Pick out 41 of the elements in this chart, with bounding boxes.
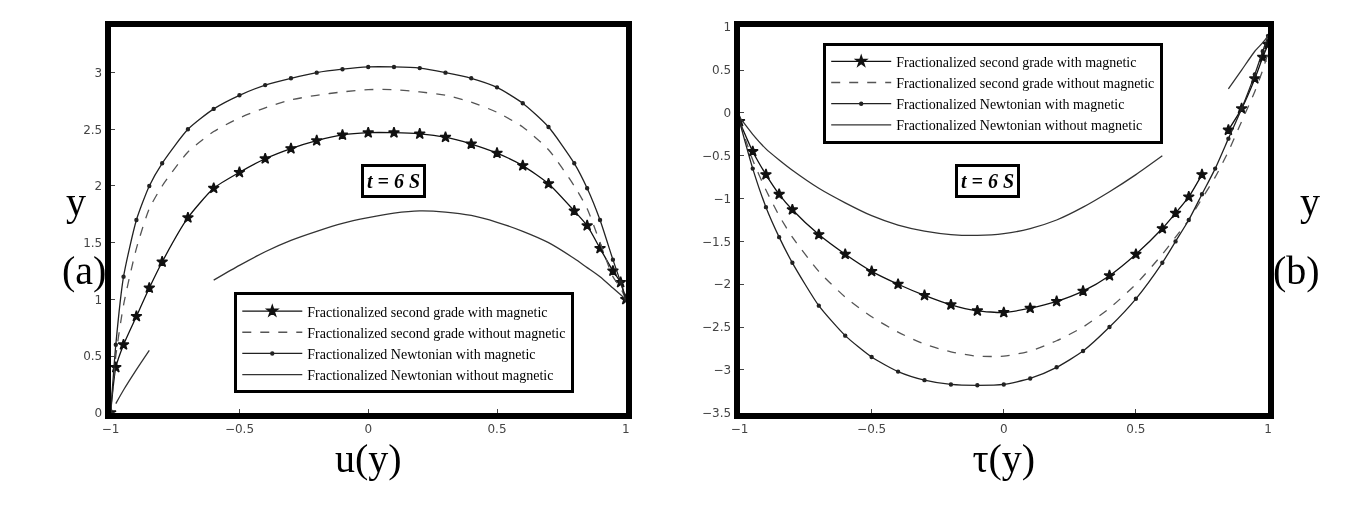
y-tick-label: −1 [713,191,732,206]
x-tick-label: 1 [621,422,630,437]
x-tick-label: 0.5 [1126,422,1146,437]
legend-label: Fractionalized second grade with magnetic [307,304,548,320]
y-tick-label: 0.5 [83,349,103,364]
x-tick-label: 1 [1264,422,1272,437]
y-tick-label: 2 [94,179,103,194]
y-tick-label: 0 [94,405,103,420]
legend-label: Fractionalized Newtonian without magnetic [307,368,554,384]
y-tick-label: 0 [723,106,732,121]
y-tick-label: 0.5 [712,63,732,78]
y-tick-label: 1 [94,292,103,307]
y-tick-label: −0.5 [701,148,732,163]
legend-label: Fractionalized Newtonian with magnetic [307,346,536,362]
legend-label: Fractionalized second grade without magnetic [896,75,1155,91]
y-tick-label: −2.5 [701,320,732,335]
x-tick-label: 0 [364,422,373,437]
legend-label: Fractionalized Newtonian without magnetic [896,118,1143,134]
annotation: t = 6 S [367,170,421,192]
text: (a) [62,248,107,293]
legend-label: Fractionalized second grade without magnetic [307,325,566,341]
legend-label: Fractionalized Newtonian with magnetic [896,97,1125,113]
x-axis-title: τ(y) [972,436,1036,482]
text: (b) [1273,248,1320,293]
x-tick-label: 0.5 [487,422,507,437]
x-tick-label: −0.5 [224,422,255,437]
legend-label: Fractionalized second grade with magnetic [896,54,1137,70]
y-tick-label: −3 [713,363,732,378]
y-axis-title: y [66,179,86,224]
x-tick-label: 0 [999,422,1008,437]
y-tick-label: −1.5 [701,234,732,249]
y-tick-label: −2 [713,277,732,292]
y-tick-label: 1.5 [83,235,103,250]
y-tick-label: −3.5 [701,405,732,420]
y-tick-label: 1 [723,20,732,35]
x-tick-label: −0.5 [857,422,887,437]
x-axis-title: u(y) [334,436,402,482]
y2-axis-title: y [1300,179,1320,224]
annotation: t = 6 S [961,170,1015,192]
y-tick-label: 2.5 [83,122,103,137]
y-tick-label: 3 [94,65,103,80]
